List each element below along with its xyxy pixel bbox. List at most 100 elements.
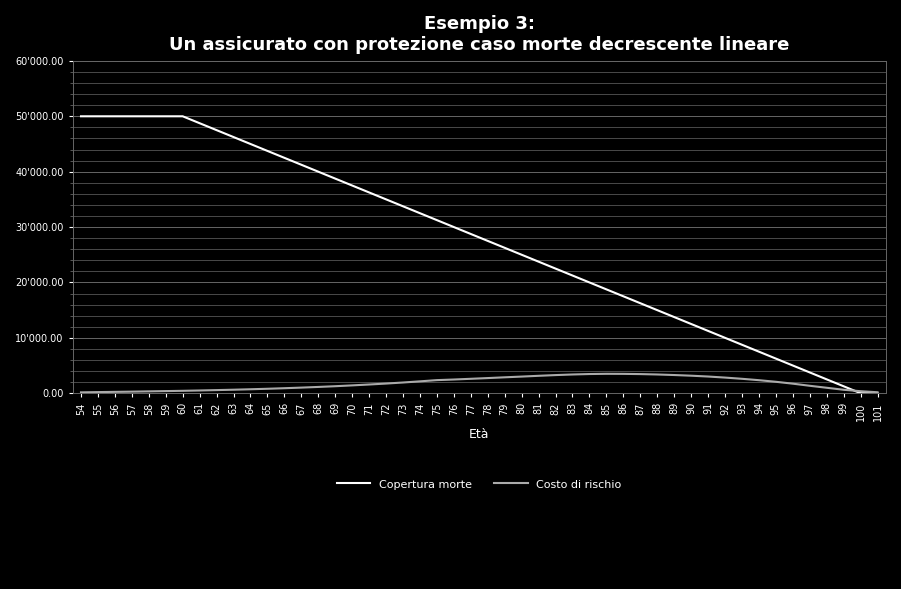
Copertura morte — [432, 217, 442, 224]
Costo di rischio — [466, 375, 477, 382]
Costo di rischio — [601, 370, 612, 378]
Copertura morte — [347, 182, 358, 189]
Legend: Copertura morte, Costo di rischio: Copertura morte, Costo di rischio — [332, 475, 626, 494]
Copertura morte — [414, 210, 425, 217]
Title: Esempio 3:
Un assicurato con protezione caso morte decrescente lineare: Esempio 3: Un assicurato con protezione … — [169, 15, 789, 54]
Costo di rischio — [397, 379, 408, 386]
Costo di rischio — [228, 386, 239, 393]
Costo di rischio — [160, 388, 171, 395]
Copertura morte — [720, 335, 731, 342]
Copertura morte — [770, 355, 781, 362]
Copertura morte — [397, 203, 408, 210]
Copertura morte — [567, 272, 578, 279]
Copertura morte — [651, 307, 662, 314]
Costo di rischio — [703, 373, 714, 380]
Copertura morte — [143, 112, 154, 120]
Copertura morte — [296, 161, 306, 168]
Costo di rischio — [195, 387, 205, 394]
Copertura morte — [126, 112, 137, 120]
Costo di rischio — [822, 384, 833, 391]
Costo di rischio — [753, 376, 764, 383]
Copertura morte — [110, 112, 121, 120]
Costo di rischio — [177, 388, 188, 395]
Copertura morte — [160, 112, 171, 120]
Copertura morte — [805, 369, 815, 376]
Costo di rischio — [567, 371, 578, 378]
Costo di rischio — [855, 388, 866, 395]
Costo di rischio — [720, 374, 731, 381]
Costo di rischio — [805, 382, 815, 389]
Line: Costo di rischio: Costo di rischio — [81, 374, 878, 392]
Costo di rischio — [93, 389, 104, 396]
Copertura morte — [449, 223, 460, 230]
Copertura morte — [313, 168, 323, 175]
Costo di rischio — [482, 375, 493, 382]
Costo di rischio — [143, 388, 154, 395]
Copertura morte — [753, 348, 764, 355]
Copertura morte — [330, 175, 341, 182]
Costo di rischio — [279, 385, 290, 392]
Costo di rischio — [110, 388, 121, 395]
Costo di rischio — [736, 375, 747, 382]
Costo di rischio — [432, 376, 442, 383]
Copertura morte — [211, 127, 222, 134]
Copertura morte — [584, 279, 595, 286]
Line: Copertura morte: Copertura morte — [81, 116, 878, 393]
Copertura morte — [822, 376, 833, 383]
Costo di rischio — [126, 388, 137, 395]
Costo di rischio — [296, 384, 306, 391]
Costo di rischio — [414, 378, 425, 385]
Copertura morte — [380, 196, 391, 203]
Copertura morte — [787, 362, 798, 369]
Copertura morte — [855, 390, 866, 397]
Copertura morte — [669, 313, 679, 320]
Costo di rischio — [635, 370, 646, 378]
Costo di rischio — [313, 383, 323, 391]
Costo di rischio — [618, 370, 629, 378]
Costo di rischio — [449, 376, 460, 383]
Costo di rischio — [787, 380, 798, 387]
Copertura morte — [195, 120, 205, 127]
Copertura morte — [601, 286, 612, 293]
Costo di rischio — [516, 373, 527, 380]
Copertura morte — [279, 154, 290, 161]
Copertura morte — [364, 189, 375, 196]
Copertura morte — [228, 134, 239, 141]
Copertura morte — [482, 237, 493, 244]
Costo di rischio — [651, 371, 662, 378]
Copertura morte — [838, 383, 849, 390]
Copertura morte — [466, 230, 477, 237]
Costo di rischio — [551, 372, 561, 379]
Costo di rischio — [584, 370, 595, 378]
Costo di rischio — [380, 380, 391, 387]
Copertura morte — [76, 112, 86, 120]
Copertura morte — [635, 300, 646, 307]
Copertura morte — [551, 265, 561, 272]
Copertura morte — [177, 112, 188, 120]
Copertura morte — [736, 341, 747, 348]
Costo di rischio — [245, 386, 256, 393]
Copertura morte — [618, 293, 629, 300]
Copertura morte — [703, 327, 714, 335]
Costo di rischio — [872, 389, 883, 396]
Copertura morte — [872, 390, 883, 397]
Costo di rischio — [669, 372, 679, 379]
Costo di rischio — [686, 372, 696, 379]
Copertura morte — [533, 258, 544, 265]
Costo di rischio — [533, 372, 544, 379]
X-axis label: Età: Età — [469, 428, 489, 441]
Costo di rischio — [211, 386, 222, 393]
Copertura morte — [686, 320, 696, 327]
Copertura morte — [516, 252, 527, 259]
Costo di rischio — [262, 385, 273, 392]
Costo di rischio — [838, 386, 849, 393]
Costo di rischio — [499, 374, 510, 381]
Costo di rischio — [76, 389, 86, 396]
Copertura morte — [245, 140, 256, 147]
Costo di rischio — [770, 378, 781, 385]
Costo di rischio — [347, 382, 358, 389]
Copertura morte — [499, 244, 510, 252]
Copertura morte — [262, 147, 273, 154]
Costo di rischio — [364, 381, 375, 388]
Copertura morte — [93, 112, 104, 120]
